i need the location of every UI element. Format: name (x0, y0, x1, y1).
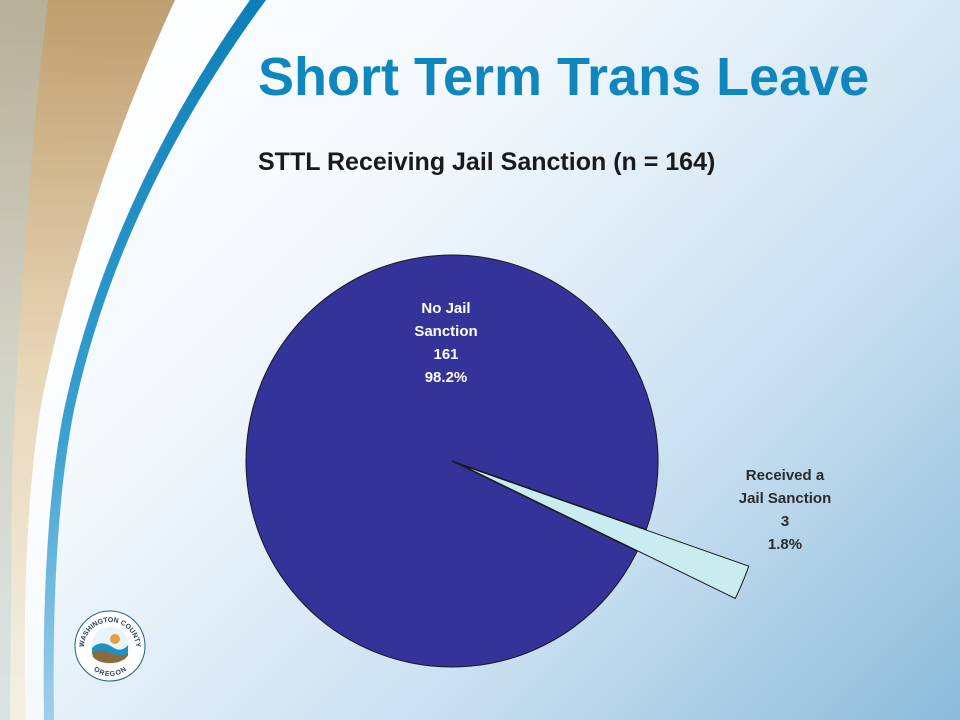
label-yes-line1: Received a (745, 467, 825, 484)
label-no-line1: No Jail (421, 300, 471, 317)
label-no-percent: 98.2% (424, 369, 468, 386)
pie-slice-no-jail-sanction (245, 254, 659, 668)
slide-title: Short Term Trans Leave (258, 47, 870, 107)
label-yes-line2: Jail Sanction (738, 490, 832, 507)
pie-slice-received-jail-sanction (461, 464, 750, 600)
label-no-jail-sanction: No Jail Sanction 161 98.2% (366, 297, 526, 389)
label-yes-percent: 1.8% (767, 536, 803, 553)
label-received-jail-sanction: Received a Jail Sanction 3 1.8% (705, 464, 865, 556)
label-no-line2: Sanction (414, 323, 478, 340)
label-yes-value: 3 (780, 513, 790, 530)
chart-subtitle: STTL Receiving Jail Sanction (n = 164) (258, 148, 716, 176)
county-logo: WASHINGTON COUNTY OREGON (74, 610, 146, 682)
label-no-value: 161 (433, 346, 459, 363)
